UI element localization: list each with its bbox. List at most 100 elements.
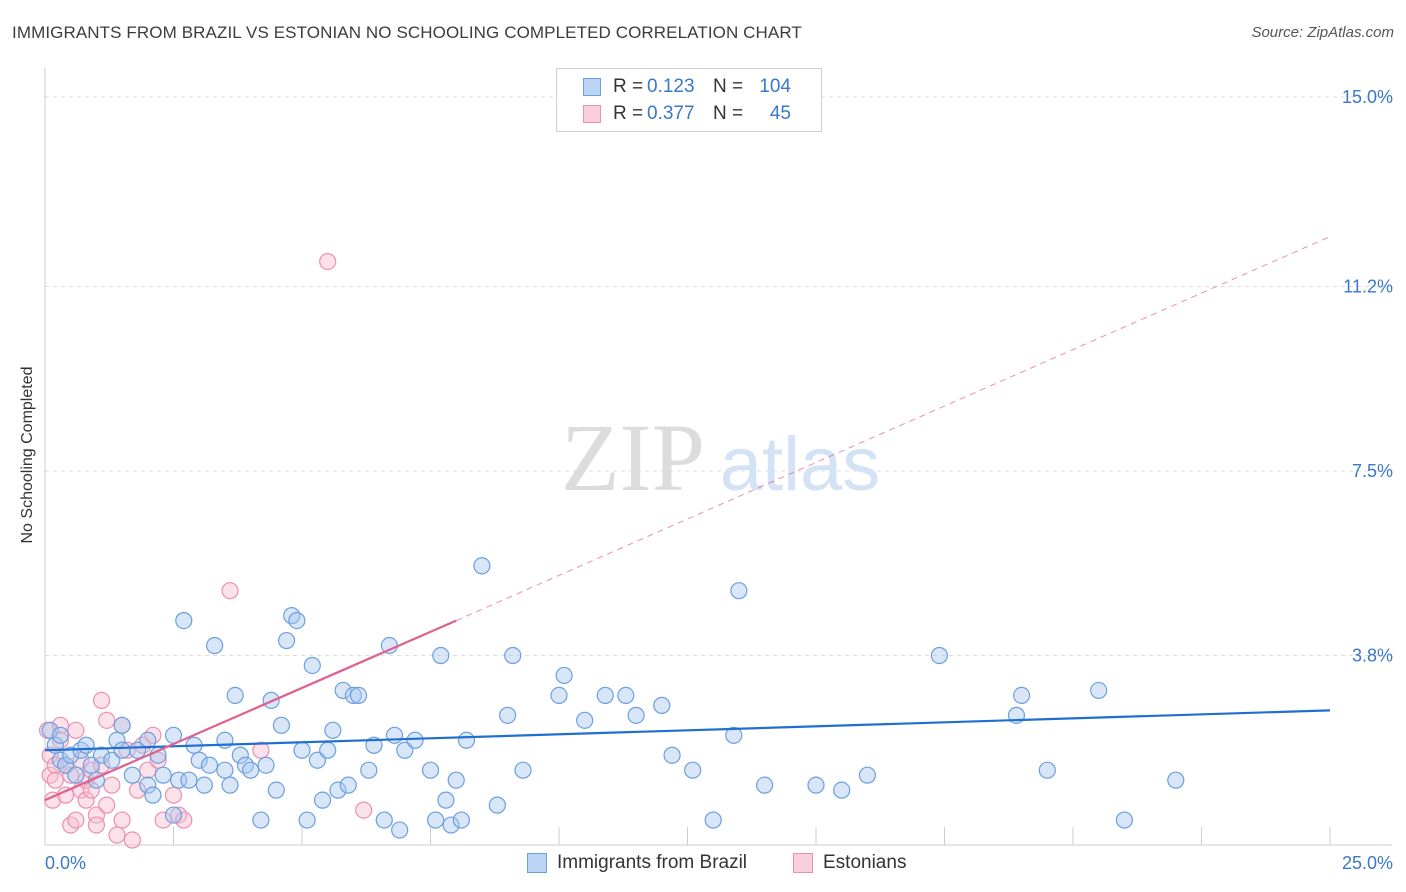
data-point [474, 558, 490, 574]
data-point [114, 717, 130, 733]
watermark-zip: ZIP [561, 404, 705, 511]
legend-n-value: 45 [751, 103, 791, 125]
data-point [1116, 812, 1132, 828]
series-label-brazil: Immigrants from Brazil [557, 852, 747, 874]
data-point [1168, 772, 1184, 788]
data-point [392, 822, 408, 838]
data-point [201, 757, 217, 773]
data-point [438, 792, 454, 808]
legend-n-label: N = [713, 103, 751, 125]
data-point [361, 762, 377, 778]
data-point [47, 772, 63, 788]
data-point [68, 767, 84, 783]
data-point [166, 807, 182, 823]
data-point [423, 762, 439, 778]
data-point [556, 667, 572, 683]
data-point [325, 722, 341, 738]
data-point [104, 777, 120, 793]
data-point [88, 817, 104, 833]
data-point [387, 727, 403, 743]
data-point [407, 732, 423, 748]
data-point [1039, 762, 1055, 778]
data-point [664, 747, 680, 763]
data-point [453, 812, 469, 828]
data-point [109, 827, 125, 843]
data-point [207, 638, 223, 654]
gridlines [45, 97, 1392, 656]
series-legend-brazil: Immigrants from Brazil [527, 852, 747, 874]
data-point [99, 797, 115, 813]
y-tick-label: 7.5% [1352, 461, 1393, 481]
data-point [489, 797, 505, 813]
data-point [685, 762, 701, 778]
data-point [52, 727, 68, 743]
watermark-atlas: atlas [720, 422, 881, 507]
legend-row-brazil: R = 0.123 N = 104 [583, 75, 791, 99]
data-point [551, 687, 567, 703]
data-point [315, 792, 331, 808]
legend-n-label: N = [713, 76, 751, 98]
series-swatch-pink [793, 853, 813, 873]
data-point [124, 767, 140, 783]
series-label-estonians: Estonians [823, 852, 906, 874]
data-point [145, 787, 161, 803]
y-tick-label: 3.8% [1352, 646, 1393, 666]
trend-lines [45, 237, 1330, 800]
data-point [258, 757, 274, 773]
watermark: ZIP atlas [561, 404, 880, 511]
data-point [227, 687, 243, 703]
data-point [628, 707, 644, 723]
brazil-points [42, 558, 1184, 838]
data-point [114, 742, 130, 758]
y-tick-label: 15.0% [1342, 87, 1393, 107]
data-point [78, 737, 94, 753]
data-point [99, 712, 115, 728]
legend-n-value: 104 [751, 76, 791, 98]
data-point [222, 777, 238, 793]
data-point [859, 767, 875, 783]
data-point [155, 767, 171, 783]
data-point [94, 692, 110, 708]
series-swatch-blue [527, 853, 547, 873]
data-point [253, 812, 269, 828]
x-tick-label: 0.0% [45, 853, 86, 873]
data-point [428, 812, 444, 828]
data-point [834, 782, 850, 798]
legend-row-estonians: R = 0.377 N = 45 [583, 102, 791, 126]
data-point [731, 583, 747, 599]
data-point [299, 812, 315, 828]
data-point [340, 777, 356, 793]
legend-swatch-pink [583, 105, 601, 123]
data-point [757, 777, 773, 793]
data-point [1091, 682, 1107, 698]
data-point [351, 687, 367, 703]
data-point [222, 583, 238, 599]
legend-r-label: R = [613, 76, 647, 98]
correlation-legend: R = 0.123 N = 104 R = 0.377 N = 45 [556, 68, 822, 132]
data-point [196, 777, 212, 793]
y-tick-label: 11.2% [1343, 276, 1393, 296]
data-point [433, 648, 449, 664]
legend-r-label: R = [613, 103, 647, 125]
data-point [268, 782, 284, 798]
data-point [577, 712, 593, 728]
data-point [320, 254, 336, 270]
data-point [515, 762, 531, 778]
scatter-chart: ZIP atlas 3.8%7.5%11.2%15.0%0.0% 25.0% [0, 0, 1406, 892]
data-point [356, 802, 372, 818]
data-point [1014, 687, 1030, 703]
data-point [68, 722, 84, 738]
data-point [931, 648, 947, 664]
data-point [217, 762, 233, 778]
data-point [654, 697, 670, 713]
legend-r-value: 0.123 [647, 76, 713, 98]
data-point [705, 812, 721, 828]
data-point [294, 742, 310, 758]
data-point [808, 777, 824, 793]
data-point [166, 787, 182, 803]
data-point [505, 648, 521, 664]
series-legend-estonians: Estonians [793, 852, 906, 874]
data-point [597, 687, 613, 703]
data-point [68, 812, 84, 828]
legend-r-value: 0.377 [647, 103, 713, 125]
